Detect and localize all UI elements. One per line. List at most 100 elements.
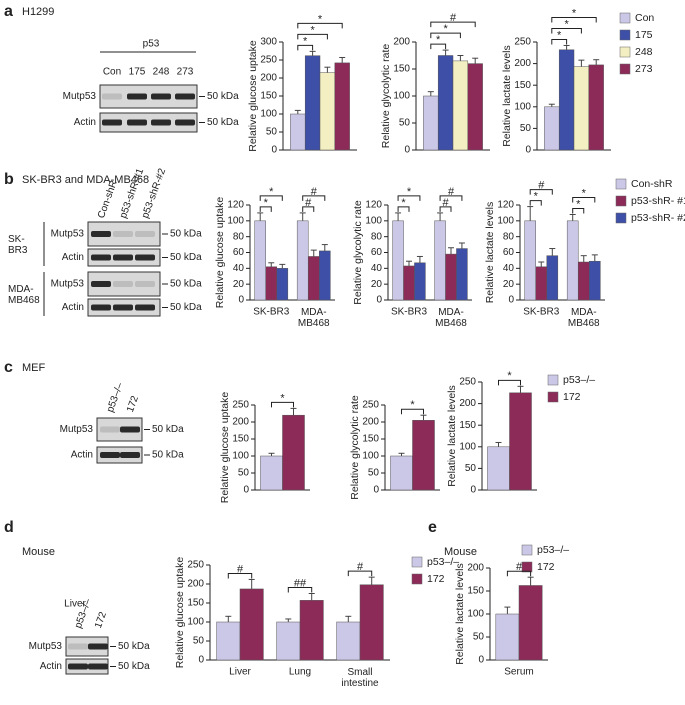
y-tick-label: 200: [467, 563, 484, 574]
significance-label: #: [516, 561, 523, 573]
y-axis-label: Relative glucose uptake: [214, 197, 226, 309]
legend-label: 175: [635, 29, 653, 41]
bar: [437, 55, 454, 151]
y-tick-label: 150: [232, 434, 249, 445]
legend-label: p53-shR- #2: [631, 212, 685, 224]
y-tick-label: 100: [187, 617, 204, 628]
significance-label: *: [582, 187, 587, 199]
bar: [573, 66, 590, 151]
blot-band: [120, 452, 140, 458]
legend-label: 172: [563, 391, 581, 403]
blot-band: [100, 452, 120, 458]
significance-label: #: [448, 186, 455, 198]
bar: [290, 113, 306, 151]
marker-label: 50 kDa: [170, 279, 202, 290]
blot-band: [175, 119, 195, 126]
legend-label: 273: [635, 63, 653, 75]
y-axis-label: Relative lactate levels: [484, 202, 496, 304]
bar: [588, 64, 604, 151]
bar: [216, 621, 241, 661]
x-tick-label-line: intestine: [341, 678, 379, 689]
x-tick-label: SK-BR3: [523, 307, 560, 318]
legend-swatch: [411, 573, 423, 585]
marker-label: 50 kDa: [170, 302, 202, 313]
blot-band: [91, 231, 111, 237]
bar: [509, 392, 532, 491]
row-label: Actin: [71, 450, 93, 461]
significance-bracket: [498, 379, 521, 386]
blot-band: [88, 643, 108, 650]
blot-band: [91, 304, 111, 311]
y-tick-label: 200: [260, 73, 277, 84]
significance-label: #: [450, 12, 457, 24]
significance-label: *: [534, 190, 539, 202]
significance-bracket: [430, 21, 476, 28]
y-tick-label: 100: [365, 215, 382, 226]
y-tick-label: 150: [362, 434, 379, 445]
row-label: Mutp53: [29, 641, 63, 652]
lane-label: 273: [177, 67, 194, 78]
group-label-line: BR3: [8, 245, 28, 256]
x-tick-label-line: MB468: [435, 318, 467, 329]
bar: [544, 106, 560, 151]
bar: [445, 253, 457, 301]
y-tick-label: 50: [193, 636, 205, 647]
row-label: Mutp53: [51, 279, 85, 290]
y-tick-label: 200: [232, 417, 249, 428]
blot-band: [120, 426, 140, 433]
marker-label: 50 kDa: [170, 252, 202, 263]
panel-title: Mouse: [22, 546, 55, 558]
row-label: Mutp53: [60, 424, 94, 435]
y-tick-label: 150: [514, 80, 531, 91]
significance-label: *: [269, 186, 274, 198]
y-tick-label: 50: [238, 468, 250, 479]
blot-band: [175, 93, 195, 100]
significance-bracket: [397, 195, 421, 201]
blot-band: [113, 231, 133, 237]
bar: [414, 262, 426, 301]
panel-label: a: [4, 3, 13, 20]
bar: [319, 250, 331, 301]
significance-label: #: [357, 561, 364, 573]
blot-band: [151, 93, 171, 100]
legend-label: p53–/–: [427, 556, 459, 568]
y-tick-label: 40: [233, 263, 245, 274]
y-tick-label: 100: [362, 451, 379, 462]
bar: [319, 72, 336, 151]
y-tick-label: 60: [371, 247, 383, 258]
bar: [434, 220, 446, 301]
panel-label: d: [4, 519, 14, 536]
y-tick-label: 80: [503, 231, 515, 242]
y-tick-label: 200: [393, 37, 410, 48]
y-tick-label: 100: [459, 441, 476, 452]
blot-band: [91, 281, 111, 287]
x-tick-label-line: MB468: [568, 318, 600, 329]
y-tick-label: 150: [467, 586, 484, 597]
x-tick-label-line: MB468: [298, 318, 330, 329]
marker-label: 50 kDa: [118, 641, 150, 652]
blot-band: [100, 426, 120, 433]
y-tick-label: 40: [503, 263, 515, 274]
y-tick-label: 20: [503, 279, 515, 290]
bar: [589, 260, 601, 301]
bar: [467, 63, 483, 151]
group-label-line: MB468: [8, 295, 40, 306]
significance-label: *: [436, 34, 441, 46]
bar: [558, 49, 575, 151]
group-label-line: MDA-: [8, 284, 34, 295]
blot-band: [88, 663, 108, 670]
x-tick-label: SK-BR3: [391, 307, 428, 318]
y-tick-label: 100: [514, 101, 531, 112]
y-tick-label: 120: [365, 200, 382, 211]
y-tick-label: 0: [198, 655, 204, 666]
row-label: Mutp53: [63, 91, 97, 102]
marker-label: 50 kDa: [207, 117, 239, 128]
bar: [359, 584, 384, 661]
y-tick-label: 150: [459, 420, 476, 431]
x-tick-label: MDA-MB468: [435, 307, 467, 329]
row-label: Actin: [62, 252, 84, 263]
significance-bracket: [551, 27, 582, 34]
y-tick-label: 150: [260, 91, 277, 102]
y-tick-label: 80: [233, 231, 245, 242]
legend-swatch: [547, 391, 559, 403]
